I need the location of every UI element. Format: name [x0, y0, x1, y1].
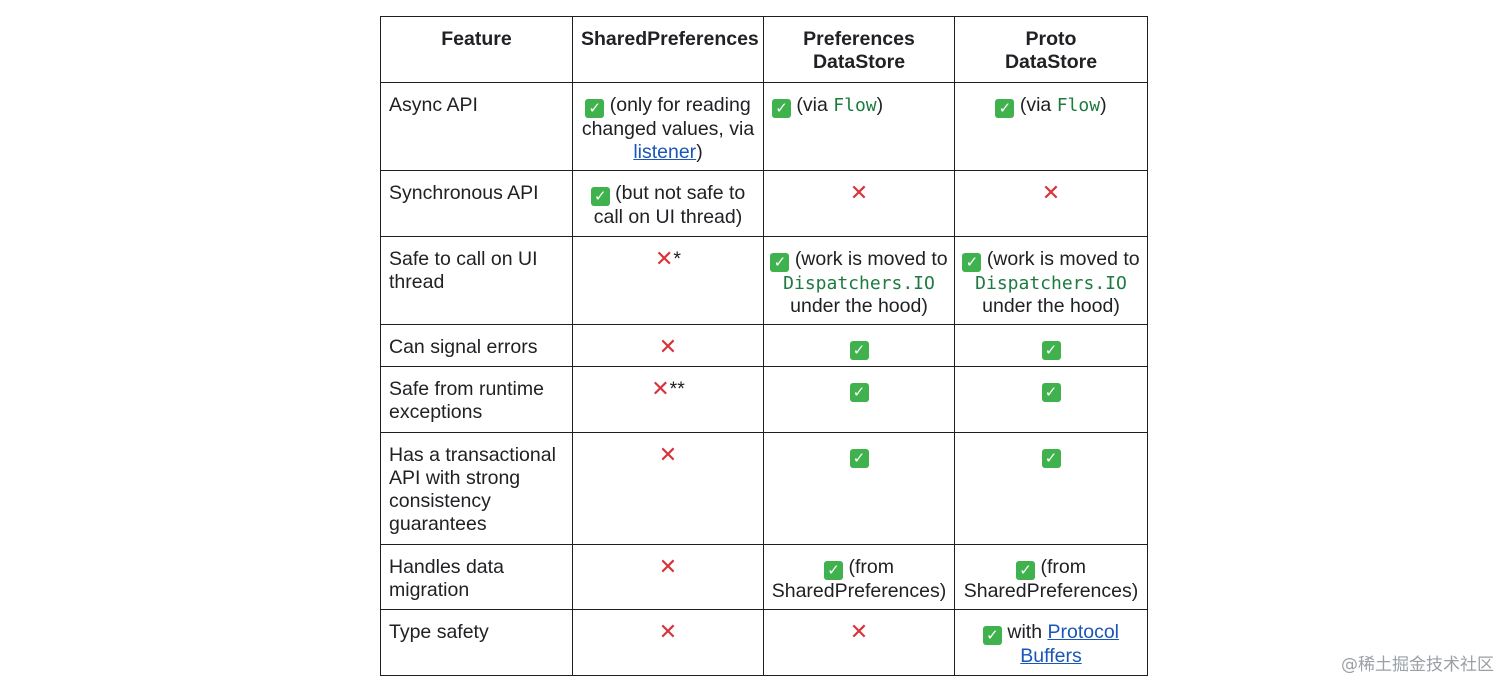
code-dispatchers-io: Dispatchers.IO [783, 273, 935, 294]
proto-datastore-cell: ✓ [954, 432, 1148, 545]
table-row: Safe from runtime exceptions ✕** ✓ ✓ [380, 366, 1148, 433]
check-mark-icon: ✓ [772, 99, 791, 118]
check-mark-icon: ✓ [962, 253, 982, 272]
table-row: Handles data migration ✕ ✓ (from SharedP… [380, 544, 1148, 610]
header-preferences-datastore: Preferences DataStore [763, 16, 955, 83]
cell-note: (work is moved to [794, 248, 948, 270]
cell-note: (only for reading changed values, via [581, 94, 755, 140]
table-row: Safe to call on UI thread ✕* ✓ (work is … [380, 236, 1148, 325]
check-mark-icon: ✓ [824, 561, 844, 580]
shared-preferences-cell: ✕ [572, 544, 764, 610]
table-row: Async API ✓ (only for reading changed va… [380, 82, 1148, 171]
cross-mark-icon: ✕ [651, 377, 670, 402]
check-mark-icon: ✓ [1041, 341, 1061, 360]
feature-cell: Has a transactional API with strong cons… [380, 432, 573, 545]
feature-cell: Async API [380, 82, 573, 171]
cell-note: with [1007, 621, 1048, 643]
check-mark-icon: ✓ [590, 187, 610, 206]
cross-mark-icon: ✕ [658, 620, 678, 645]
cross-mark-icon: ✕ [849, 181, 869, 206]
cell-note-end: under the hood) [982, 295, 1120, 317]
header-proto-datastore-line2: DataStore [1004, 51, 1098, 73]
cross-mark-icon: ✕ [658, 335, 678, 360]
cross-mark-icon: ✕ [658, 555, 678, 580]
check-mark-icon: ✓ [849, 341, 869, 360]
feature-cell: Type safety [380, 609, 573, 676]
proto-datastore-cell: ✓ (from SharedPreferences) [954, 544, 1148, 610]
header-shared-preferences: SharedPreferences [572, 16, 764, 83]
cross-mark-icon: ✕ [849, 620, 869, 645]
code-flow: Flow [833, 95, 877, 116]
header-row: Feature SharedPreferences Preferences Dat… [380, 16, 1148, 83]
table-row: Has a transactional API with strong cons… [380, 432, 1148, 545]
header-proto-datastore-line1: Proto [1025, 28, 1077, 50]
cross-mark-icon: ✕ [654, 247, 674, 272]
cross-mark-icon: ✕ [658, 443, 678, 468]
footnote-marker: * [673, 248, 682, 270]
shared-preferences-cell: ✕ [572, 609, 764, 676]
feature-cell: Safe to call on UI thread [380, 236, 573, 325]
footnote-marker: ** [669, 378, 685, 400]
cell-note-end: under the hood) [790, 295, 928, 317]
preferences-datastore-cell: ✓ [763, 366, 955, 433]
proto-datastore-cell: ✕ [954, 170, 1148, 237]
comparison-table: Feature SharedPreferences Preferences Dat… [380, 16, 1148, 676]
preferences-datastore-cell: ✓ (via Flow) [763, 82, 955, 171]
proto-datastore-cell: ✓ (work is moved to Dispatchers.IO under… [954, 236, 1148, 325]
proto-datastore-cell: ✓ [954, 324, 1148, 367]
feature-cell: Synchronous API [380, 170, 573, 237]
header-proto-datastore: Proto DataStore [954, 16, 1148, 83]
code-flow: Flow [1056, 95, 1101, 116]
proto-datastore-cell: ✓ [954, 366, 1148, 433]
cell-note: (via [1019, 94, 1057, 116]
shared-preferences-cell: ✓ (but not safe to call on UI thread) [572, 170, 764, 237]
preferences-datastore-cell: ✕ [763, 609, 955, 676]
feature-cell: Can signal errors [380, 324, 573, 367]
preferences-datastore-cell: ✓ [763, 324, 955, 367]
check-mark-icon: ✓ [1041, 449, 1061, 468]
table-row: Synchronous API ✓ (but not safe to call … [380, 170, 1148, 237]
cell-note: (work is moved to [986, 248, 1140, 270]
preferences-datastore-cell: ✕ [763, 170, 955, 237]
table-row: Can signal errors ✕ ✓ ✓ [380, 324, 1148, 367]
protocol-buffers-link[interactable]: Protocol Buffers [1020, 621, 1120, 667]
preferences-datastore-cell: ✓ (work is moved to Dispatchers.IO under… [763, 236, 955, 325]
cell-note-end: ) [696, 141, 703, 163]
shared-preferences-cell: ✕ [572, 432, 764, 545]
header-feature: Feature [380, 16, 573, 83]
check-mark-icon: ✓ [770, 253, 790, 272]
check-mark-icon: ✓ [849, 449, 869, 468]
preferences-datastore-cell: ✓ [763, 432, 955, 545]
check-mark-icon: ✓ [1016, 561, 1036, 580]
check-mark-icon: ✓ [995, 99, 1015, 118]
code-dispatchers-io: Dispatchers.IO [975, 273, 1127, 294]
header-preferences-datastore-line2: DataStore [812, 51, 906, 73]
shared-preferences-cell: ✕* [572, 236, 764, 325]
check-mark-icon: ✓ [982, 626, 1002, 645]
cross-mark-icon: ✕ [1041, 181, 1061, 206]
check-mark-icon: ✓ [849, 383, 869, 402]
shared-preferences-cell: ✕ [572, 324, 764, 367]
feature-cell: Handles data migration [380, 544, 573, 610]
listener-link[interactable]: listener [633, 141, 697, 163]
cell-note: (via [796, 94, 834, 116]
feature-cell: Safe from runtime exceptions [380, 366, 573, 433]
cell-note-end: ) [1100, 94, 1107, 116]
header-preferences-datastore-line1: Preferences [803, 28, 915, 50]
check-mark-icon: ✓ [585, 99, 605, 118]
cell-note-end: ) [876, 94, 884, 116]
shared-preferences-cell: ✕** [572, 366, 764, 433]
cell-note: (from SharedPreferences) [771, 556, 947, 602]
shared-preferences-cell: ✓ (only for reading changed values, via … [572, 82, 764, 171]
preferences-datastore-cell: ✓ (from SharedPreferences) [763, 544, 955, 610]
table-row: Type safety ✕ ✕ ✓ with Protocol Buffers [380, 609, 1148, 676]
cell-note: (but not safe to call on UI thread) [593, 182, 746, 228]
proto-datastore-cell: ✓ with Protocol Buffers [954, 609, 1148, 676]
check-mark-icon: ✓ [1041, 383, 1061, 402]
cell-note: (from SharedPreferences) [963, 556, 1139, 602]
proto-datastore-cell: ✓ (via Flow) [954, 82, 1148, 171]
watermark: @稀土掘金技术社区 [1341, 655, 1494, 675]
